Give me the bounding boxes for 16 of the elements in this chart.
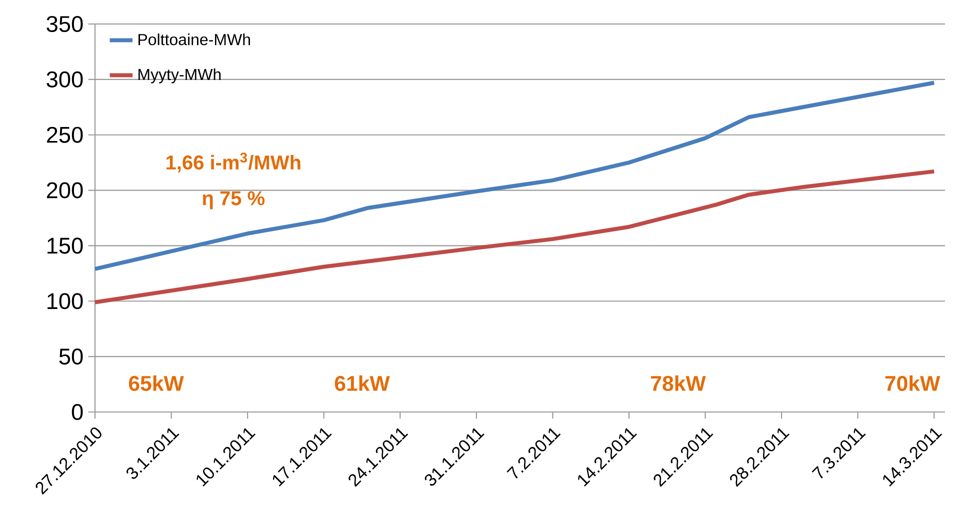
y-tick-label: 150 xyxy=(48,238,83,254)
annotation: 61kW xyxy=(334,375,390,391)
y-tick-label: 250 xyxy=(46,126,83,143)
y-tick-label: 300 xyxy=(46,71,83,88)
annotation: η 75 % xyxy=(202,191,265,210)
annotation: 65kW xyxy=(128,375,184,391)
y-tick-label: 200 xyxy=(46,182,83,198)
y-tick-label: 100 xyxy=(48,293,83,310)
y-tick-label: 0 xyxy=(72,404,83,420)
y-tick-label: 50 xyxy=(59,348,83,365)
y-tick-label: 350 xyxy=(46,16,83,32)
annotation: 78kW xyxy=(651,375,706,391)
legend-label: Polttoaine-MWh xyxy=(138,33,250,46)
legend-label: Myyty-MWh xyxy=(138,68,221,84)
annotation: 1,66 i-m$^{3}$/MWh xyxy=(166,152,300,172)
annotation: 70kW xyxy=(885,375,940,391)
